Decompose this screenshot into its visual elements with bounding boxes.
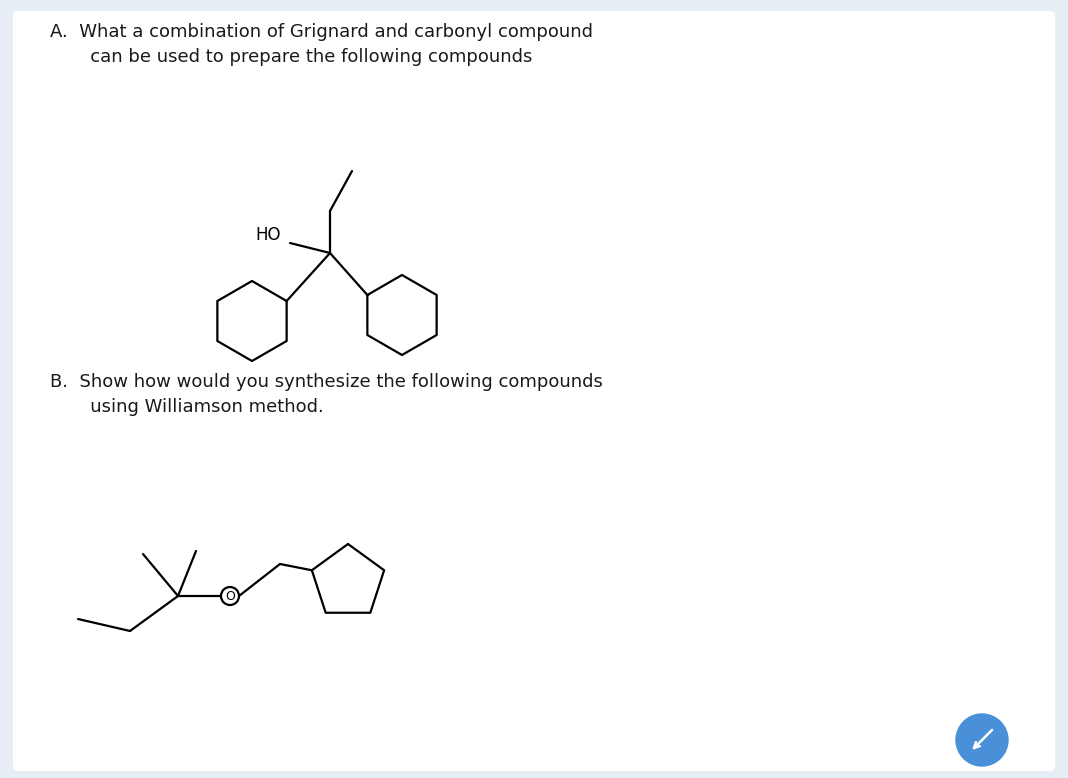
Text: HO: HO — [255, 226, 281, 244]
Text: B.  Show how would you synthesize the following compounds
       using Williamso: B. Show how would you synthesize the fol… — [50, 373, 602, 416]
Circle shape — [221, 587, 239, 605]
Circle shape — [956, 714, 1008, 766]
Text: A.  What a combination of Grignard and carbonyl compound
       can be used to p: A. What a combination of Grignard and ca… — [50, 23, 593, 66]
FancyBboxPatch shape — [13, 11, 1055, 771]
Text: O: O — [225, 590, 235, 602]
